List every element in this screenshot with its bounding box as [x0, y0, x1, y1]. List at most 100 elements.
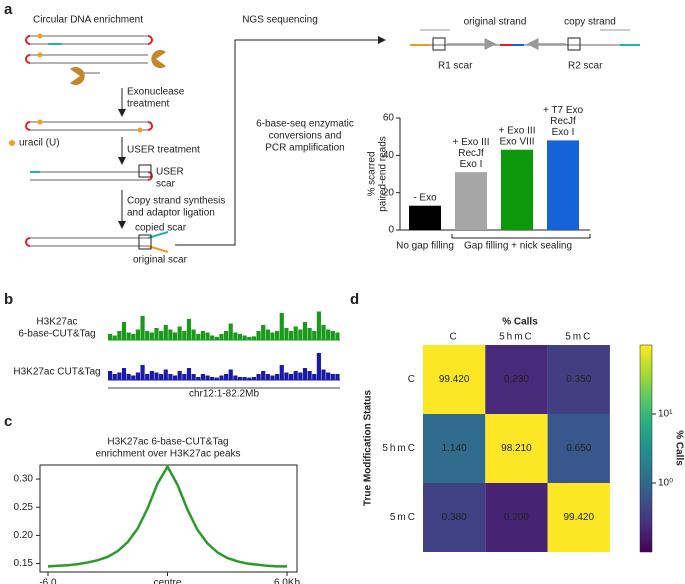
- heatmap-cell: [547, 483, 610, 552]
- bar-label: Exo I: [552, 127, 575, 138]
- track-bar: [224, 374, 229, 380]
- diagram-text: USER treatment: [127, 145, 200, 156]
- track-bar: [219, 375, 224, 380]
- colorbar-tick-label: 10¹: [658, 409, 673, 420]
- track-bar: [307, 328, 312, 340]
- track-bar: [182, 331, 187, 340]
- group-label: Gap filling + nick sealing: [464, 241, 572, 252]
- track-bar: [242, 377, 247, 380]
- track-bar: [284, 328, 289, 340]
- colorbar: [639, 344, 653, 553]
- track-bar: [154, 328, 159, 340]
- colorbar-label: % Calls: [673, 430, 684, 466]
- bar: [455, 172, 487, 230]
- bar: [547, 140, 579, 230]
- cell-label: 0.200: [504, 512, 529, 523]
- track-bar: [200, 374, 205, 380]
- diagram-text: USER: [156, 167, 184, 178]
- cell-label: 0.350: [566, 374, 591, 385]
- diagram-text: original strand: [464, 17, 527, 28]
- chart-title: H3K27ac 6-base-CUT&Tag: [107, 437, 228, 448]
- track-bar: [330, 374, 335, 380]
- track-bar: [108, 371, 113, 380]
- x-tick-label: 6.0Kb: [274, 578, 301, 584]
- track-bar: [149, 332, 154, 340]
- cell-label: 99.420: [563, 512, 594, 523]
- track-bar: [196, 334, 201, 340]
- track-bar: [126, 374, 131, 380]
- track-bar: [224, 331, 229, 340]
- y-axis-label: paired-end reads: [378, 136, 389, 212]
- track-bar: [182, 374, 187, 380]
- group-label: No gap filling: [396, 241, 454, 252]
- track-bar: [335, 374, 340, 380]
- x-tick-label: -6.0: [39, 578, 57, 584]
- track-bar: [140, 316, 145, 340]
- track-bar: [205, 332, 210, 340]
- plot-frame: [39, 464, 298, 573]
- track-label: H3K27ac CUT&Tag: [13, 367, 100, 378]
- diagram-text: copy strand: [564, 17, 616, 28]
- bar-label: + Exo III: [499, 125, 536, 136]
- track-bar: [145, 374, 150, 380]
- track-bar: [321, 325, 326, 340]
- y-tick-label: 0: [388, 225, 394, 236]
- track-bar: [200, 331, 205, 340]
- track-bar: [237, 377, 243, 380]
- track-bar: [247, 377, 252, 380]
- track-bar: [191, 329, 196, 340]
- diagram-text: Circular DNA enrichment: [33, 15, 143, 26]
- track-bar: [163, 369, 168, 380]
- colorbar-tick-label: 10⁰: [658, 478, 673, 489]
- track-bar: [335, 332, 340, 340]
- heatmap-cell: [423, 414, 486, 483]
- track-label: 6-base-CUT&Tag: [18, 329, 95, 340]
- track-bar: [326, 329, 331, 340]
- track-bar: [275, 374, 280, 380]
- track-bar: [265, 374, 270, 380]
- track-bar: [270, 375, 275, 380]
- diagram-text: original scar: [133, 255, 188, 266]
- y-tick-label: 0.30: [14, 474, 34, 485]
- track-bar: [168, 374, 173, 380]
- track-bar: [191, 374, 196, 380]
- track-bar: [228, 369, 233, 380]
- bar-label: Exo I: [460, 159, 483, 170]
- track-bar: [172, 332, 178, 340]
- panel-label: c: [4, 413, 12, 430]
- track-bar: [316, 353, 321, 380]
- bar-label: Exo VIII: [499, 136, 534, 147]
- track-bar: [210, 335, 215, 340]
- track-bar: [326, 372, 331, 380]
- track-bar: [172, 375, 178, 380]
- track-bar: [279, 313, 284, 340]
- cell-label: 99.420: [439, 374, 470, 385]
- track-bar: [265, 329, 270, 340]
- track-bar: [247, 337, 252, 340]
- diagram-text: Copy strand synthesis: [127, 196, 225, 207]
- track-bar: [298, 372, 303, 380]
- track-bar: [126, 332, 131, 340]
- track-bar: [251, 377, 257, 380]
- track-bar: [196, 377, 201, 380]
- chart-title: enrichment over H3K27ac peaks: [95, 449, 240, 460]
- track-bar: [228, 323, 233, 340]
- track-bar: [177, 371, 182, 380]
- track-bar: [321, 369, 326, 380]
- heatmap-cell: [547, 414, 610, 483]
- group-bracket: [451, 234, 591, 239]
- track-bar: [312, 331, 317, 340]
- track-bar: [131, 334, 136, 340]
- track-bar: [316, 311, 321, 340]
- track-bar: [330, 331, 335, 340]
- heatmap-cell: [547, 345, 610, 414]
- track-bar: [140, 365, 145, 380]
- track-bar: [242, 335, 247, 340]
- track-bar: [302, 368, 308, 380]
- track-bar: [256, 374, 261, 380]
- bar-label: + Exo III: [453, 137, 490, 148]
- y-tick-label: 0.25: [14, 502, 34, 513]
- track-bar: [312, 374, 317, 380]
- track-bar: [117, 372, 122, 380]
- track-bar: [233, 332, 238, 340]
